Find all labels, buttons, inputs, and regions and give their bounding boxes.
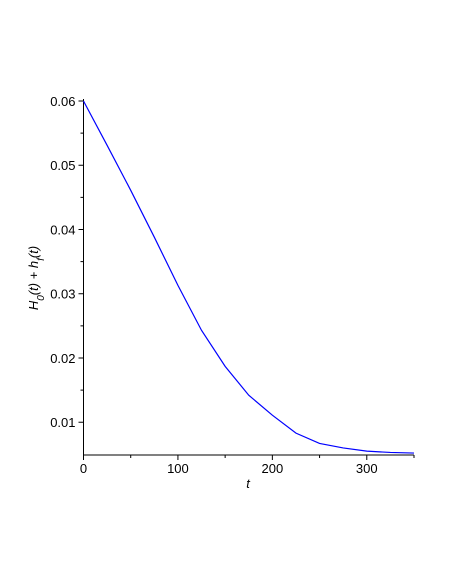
y-label-part: (t) + h bbox=[26, 261, 41, 295]
y-tick-label: 0.03 bbox=[50, 287, 75, 302]
y-tick-label: 0.06 bbox=[50, 94, 75, 109]
y-tick-label: 0.02 bbox=[50, 351, 75, 366]
x-axis-label: t bbox=[246, 476, 251, 491]
y-label-part: H bbox=[26, 300, 41, 310]
data-line bbox=[82, 100, 415, 454]
y-label-part: (t) bbox=[26, 246, 41, 258]
y-label-part: 0 bbox=[36, 295, 47, 301]
x-tick-label: 300 bbox=[356, 461, 378, 476]
y-axis-label: H0(t) + hf(t) bbox=[26, 246, 47, 310]
y-tick-label: 0.01 bbox=[50, 415, 75, 430]
y-tick-label: 0.04 bbox=[50, 222, 75, 237]
y-label-part: f bbox=[36, 257, 47, 261]
x-tick-label: 0 bbox=[80, 461, 87, 476]
x-tick-label: 200 bbox=[262, 461, 284, 476]
x-tick-label: 100 bbox=[167, 461, 189, 476]
y-tick-label: 0.05 bbox=[50, 158, 75, 173]
